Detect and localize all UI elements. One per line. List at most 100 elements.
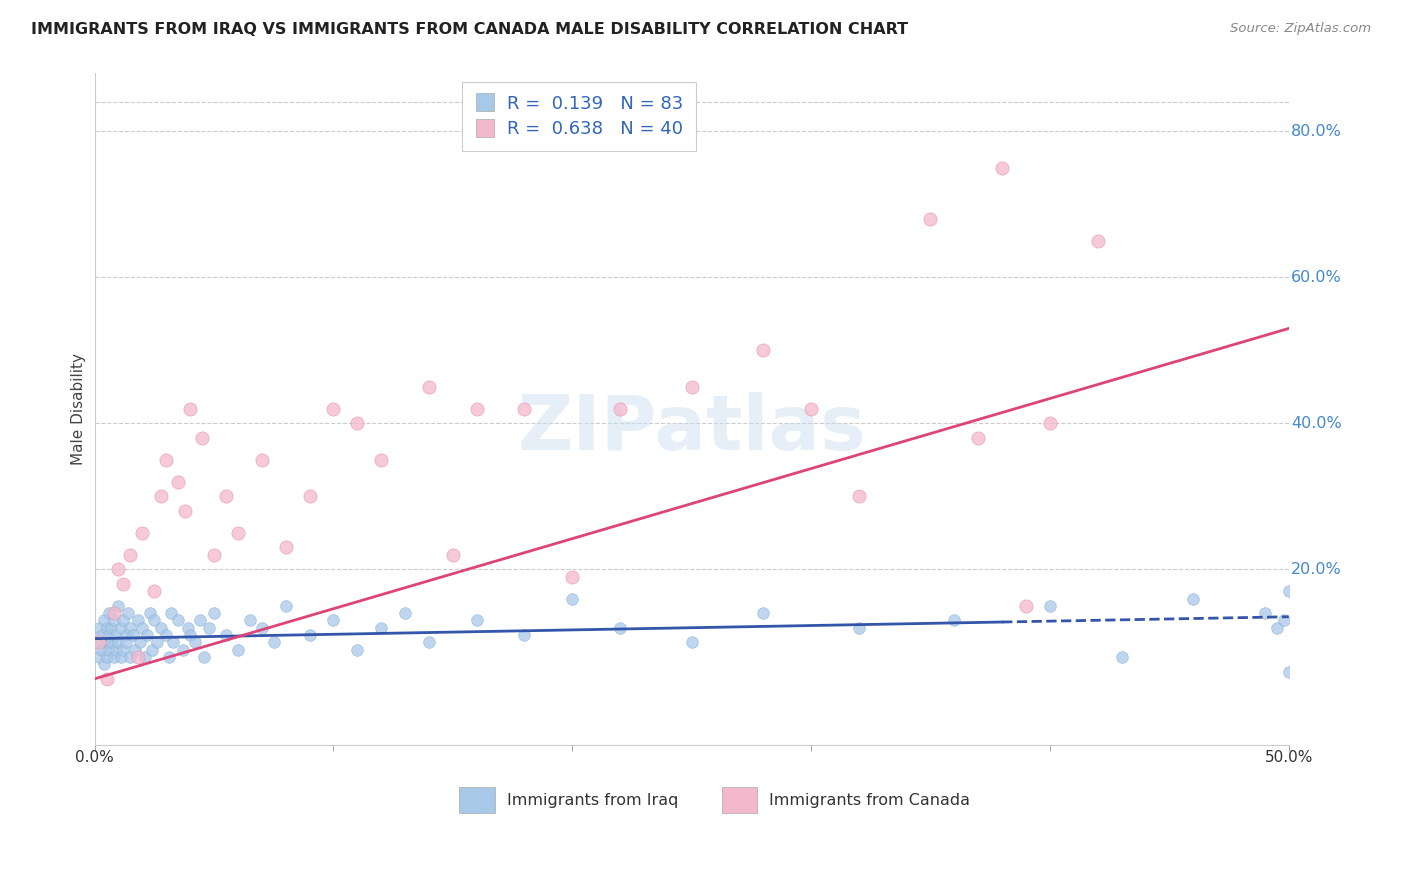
Point [145,635,167,649]
Point [465,614,488,628]
Point [93,657,115,672]
Point [184,635,207,649]
Legend: R =  0.139   N = 83, R =  0.638   N = 40: R = 0.139 N = 83, R = 0.638 N = 40 [461,82,696,151]
Point [1087,234,1109,248]
Point [263,635,285,649]
Point [100,621,122,635]
Point [127,614,149,628]
Point [1265,621,1288,635]
Point [167,614,190,628]
Point [131,525,153,540]
Point [193,649,215,664]
Point [1039,417,1062,431]
Text: ZIPatlas: ZIPatlas [517,392,866,466]
Point [96,649,118,664]
Point [131,621,153,635]
Point [124,642,146,657]
Point [89,635,111,649]
Point [86,635,108,649]
Point [1015,599,1038,613]
Point [103,649,125,664]
Text: 40.0%: 40.0% [1291,416,1341,431]
Point [609,401,631,416]
Point [561,569,583,583]
Point [105,628,128,642]
Text: 20.0%: 20.0% [1291,562,1341,577]
Point [167,475,190,489]
Point [179,628,201,642]
Point [681,635,703,649]
Point [90,628,112,642]
Point [1039,599,1062,613]
Point [96,672,118,686]
Point [143,614,166,628]
Text: 60.0%: 60.0% [1291,270,1341,285]
Point [157,649,180,664]
Point [1182,591,1205,606]
Point [991,161,1014,175]
Point [112,614,135,628]
Point [848,621,870,635]
Point [298,628,321,642]
Point [346,642,368,657]
Point [967,431,990,445]
Point [103,614,125,628]
Point [162,635,184,649]
Text: Source: ZipAtlas.com: Source: ZipAtlas.com [1230,22,1371,36]
Point [174,504,197,518]
Point [441,548,464,562]
Point [89,621,111,635]
Point [179,401,201,416]
Point [418,380,440,394]
Point [138,606,160,620]
Point [90,642,112,657]
Point [1254,606,1277,620]
Point [848,489,870,503]
Point [97,628,120,642]
Point [112,642,135,657]
FancyBboxPatch shape [721,788,758,813]
Point [93,614,115,628]
Point [103,606,125,620]
Point [198,621,221,635]
Text: 50.0%: 50.0% [1264,750,1313,765]
Point [155,453,177,467]
Point [155,628,177,642]
Point [107,562,129,576]
Point [112,577,135,591]
Text: 0.0%: 0.0% [75,750,114,765]
Point [322,614,344,628]
Text: Immigrants from Iraq: Immigrants from Iraq [506,793,678,808]
Point [943,614,966,628]
Point [120,548,142,562]
Point [370,621,392,635]
Point [1278,665,1301,679]
Point [418,635,440,649]
Point [561,591,583,606]
Point [513,401,536,416]
Point [114,635,136,649]
Point [226,642,249,657]
Point [120,649,142,664]
Point [141,642,163,657]
Point [202,606,225,620]
Point [215,628,238,642]
Point [89,649,111,664]
Point [394,606,416,620]
Point [121,628,143,642]
Point [134,649,156,664]
Point [513,628,536,642]
Point [226,525,249,540]
Point [100,635,122,649]
Point [107,635,129,649]
Point [172,642,194,657]
Point [107,599,129,613]
Point [322,401,344,416]
Point [160,606,183,620]
Point [96,621,118,635]
Point [127,649,149,664]
Text: 80.0%: 80.0% [1291,124,1341,139]
Point [1111,649,1133,664]
Point [274,541,297,555]
Point [143,584,166,599]
